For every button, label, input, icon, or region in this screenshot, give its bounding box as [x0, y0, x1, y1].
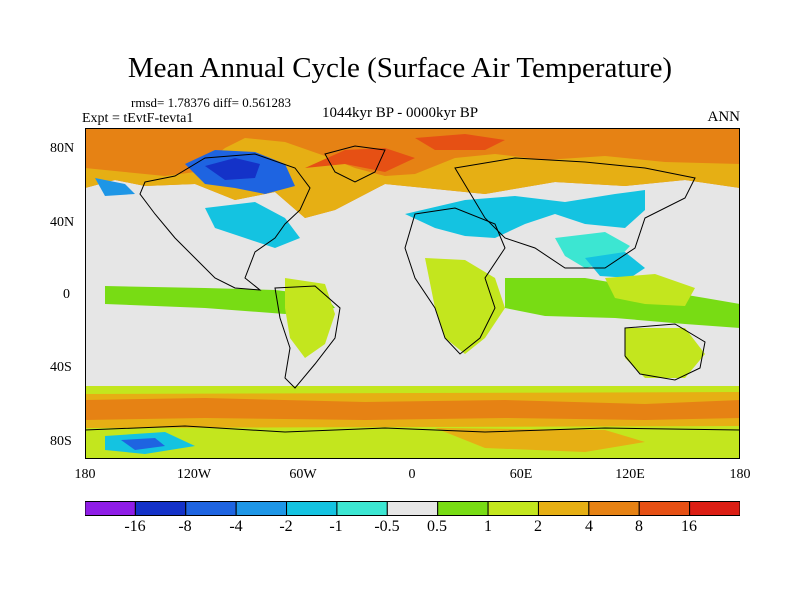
- colorbar-label-10: 4: [585, 518, 593, 535]
- colorbar-box-12: [638, 501, 691, 516]
- colorbar-box-1: [85, 501, 136, 516]
- coastlines: [85, 145, 740, 433]
- antarctic-warm: [435, 428, 645, 452]
- experiment-label: Expt = tEvtF-tevta1: [82, 111, 194, 126]
- south-america-warm: [285, 278, 335, 358]
- colorbar-box-8: [437, 501, 489, 516]
- colorbar-label-5: -1: [329, 518, 343, 535]
- arctic-hot-patch-2: [415, 134, 505, 150]
- colorbar-label-4: -2: [279, 518, 293, 535]
- colorbar-box-6: [336, 501, 388, 516]
- colorbar-box-10: [537, 501, 590, 516]
- east-asia-cool: [585, 252, 645, 278]
- lon-label-180w: 180: [74, 467, 96, 482]
- lon-label-180e: 180: [729, 467, 751, 482]
- lat-label-80n: 80N: [50, 141, 75, 156]
- colorbar-box-5: [286, 501, 338, 516]
- colorbar-label-8: 1: [484, 518, 492, 535]
- colorbar-label-1: -16: [124, 518, 146, 535]
- lat-label-40s: 40S: [50, 360, 72, 375]
- map-frame: [85, 128, 740, 459]
- lon-label-60e: 60E: [509, 467, 533, 482]
- colorbar-label-12: 16: [681, 518, 697, 535]
- antarctic-cold: [121, 438, 165, 450]
- lon-label-120e: 120E: [615, 467, 645, 482]
- colorbar: [85, 501, 740, 516]
- colorbar-label-11: 8: [635, 518, 643, 535]
- colorbar-label-2: -8: [178, 518, 192, 535]
- colorbar-label-7: 0.5: [427, 518, 447, 535]
- colorbar-box-13: [689, 501, 740, 516]
- tropical-warm-west: [105, 286, 335, 314]
- colorbar-label-3: -4: [229, 518, 243, 535]
- southern-ocean-hot: [85, 398, 740, 420]
- lon-label-60w: 60W: [289, 467, 317, 482]
- colorbar-box-7: [386, 501, 439, 516]
- colorbar-box-9: [487, 501, 539, 516]
- colorbar-label-9: 2: [534, 518, 542, 535]
- lat-label-40n: 40N: [50, 215, 75, 230]
- temperature-anomaly-map: [85, 128, 740, 459]
- maritime-continent-warm: [605, 274, 695, 306]
- arctic-hot-patch: [305, 148, 415, 172]
- stats-label: rmsd= 1.78376 diff= 0.561283: [131, 95, 291, 110]
- lat-label-0: 0: [63, 287, 70, 302]
- australia-warm: [625, 328, 705, 378]
- colorbar-label-6: -0.5: [374, 518, 400, 535]
- lon-label-120w: 120W: [176, 467, 212, 482]
- indian-ocean-warm: [505, 278, 740, 328]
- eurasia-cool: [405, 190, 645, 238]
- colorbar-box-4: [235, 501, 288, 516]
- colorbar-box-2: [134, 501, 187, 516]
- colorbar-box-11: [588, 501, 640, 516]
- colorbar-box-3: [185, 501, 237, 516]
- period-label: 1044kyr BP - 0000kyr BP: [322, 105, 479, 121]
- nw-pacific-cool: [95, 178, 135, 196]
- africa-warm: [425, 258, 505, 354]
- lat-label-80s: 80S: [50, 434, 72, 449]
- canada-dark-cold: [205, 158, 260, 180]
- season-label: ANN: [707, 109, 741, 125]
- lon-label-0: 0: [408, 467, 416, 482]
- plot-title: Mean Annual Cycle (Surface Air Temperatu…: [127, 52, 673, 84]
